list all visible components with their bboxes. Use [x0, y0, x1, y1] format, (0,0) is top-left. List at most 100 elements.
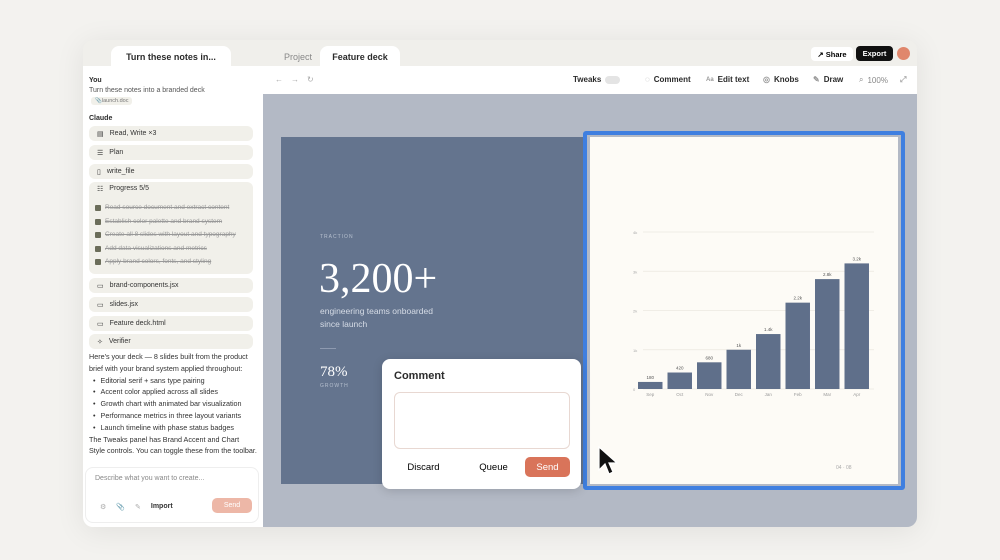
data-label: 680 — [705, 355, 713, 360]
checkbox-checked-icon — [95, 204, 101, 211]
zoom-control[interactable]: ⌕ 100% — [859, 75, 888, 85]
x-tick-label: Apr — [853, 392, 861, 397]
draw-tool[interactable]: ✎ Draw — [813, 75, 843, 84]
file-icon: ▭ — [97, 320, 104, 328]
slide-chart[interactable]: 0 1k 2k 3k 4k 180 Sep 420 Oct 680 Nov 1k Dec 1.4k Jan 2… — [590, 137, 898, 484]
comment-icon: ◌ — [645, 75, 650, 84]
avatar[interactable] — [897, 47, 910, 60]
data-label: 2.2k — [793, 296, 802, 301]
x-tick-label: Oct — [676, 392, 684, 397]
bar — [697, 362, 722, 389]
discard-button[interactable]: Discard — [396, 457, 451, 477]
step-progress[interactable]: ☷ Progress 5/5 — [89, 182, 253, 274]
comment-title: Comment — [394, 370, 445, 382]
tab-feature-deck[interactable]: Feature deck — [320, 46, 400, 68]
knobs-label: Knobs — [773, 75, 799, 84]
slide-eyebrow: TRACTION — [320, 234, 354, 240]
reload-icon[interactable]: ↻ — [307, 75, 314, 84]
y-tick-label: 2k — [633, 309, 637, 314]
file-slides[interactable]: ▭ slides.jsx — [89, 297, 253, 312]
reply-intro: Here's your deck — 8 slides built from t… — [89, 352, 248, 373]
file-brand-components[interactable]: ▭ brand-components.jsx — [89, 278, 253, 293]
paperclip-icon: 📎 — [95, 98, 102, 104]
user-message: Turn these notes into a branded deck — [89, 87, 205, 94]
file-label: Feature deck.html — [109, 320, 166, 327]
bar — [815, 279, 840, 389]
edit-text-label: Edit text — [717, 75, 750, 84]
task-label: Create all 8 slides with layout and typo… — [105, 231, 236, 238]
back-icon[interactable]: ← — [275, 75, 283, 84]
file-icon: ▯ — [97, 168, 101, 176]
step-label: Progress 5/5 — [109, 185, 149, 192]
pen-icon[interactable]: ✎ — [135, 504, 141, 511]
checkbox-checked-icon — [95, 258, 101, 265]
tab-project[interactable]: Project — [283, 52, 312, 62]
chat-panel: You Turn these notes into a branded deck… — [83, 66, 263, 527]
checkbox-checked-icon — [95, 218, 101, 225]
prompt-input[interactable]: Describe what you want to create... — [95, 475, 205, 482]
settings-icon[interactable]: ⚙ — [100, 504, 107, 511]
reply-bullet: Editorial serif + sans type pairing — [89, 375, 257, 387]
step-label: write_file — [106, 168, 135, 175]
file-feature-deck[interactable]: ▭ Feature deck.html — [89, 316, 253, 331]
import-button[interactable]: Import — [150, 503, 173, 510]
step-write-file[interactable]: ▯ write_file — [89, 164, 253, 179]
data-label: 1k — [736, 343, 742, 348]
file-label: Verifier — [108, 338, 131, 345]
step-label: Plan — [109, 149, 124, 156]
stat-label: GROWTH — [320, 383, 349, 389]
knobs-tool[interactable]: ◎ Knobs — [763, 75, 799, 84]
fullscreen-icon[interactable]: ⤢ — [900, 75, 907, 84]
comment-popup: Comment Discard Queue Send — [382, 359, 581, 489]
task-label: Read source document and extract content — [105, 204, 230, 211]
list-icon: ☷ — [97, 186, 104, 193]
share-icon: ↗ — [817, 49, 826, 59]
reply-bullet: Growth chart with animated bar visualiza… — [89, 398, 257, 410]
queue-button[interactable]: Queue — [466, 457, 521, 477]
data-label: 180 — [646, 375, 654, 380]
bar — [785, 302, 810, 389]
step-read-write[interactable]: ▤ Read, Write ×3 — [89, 126, 253, 141]
chat-composer: Describe what you want to create... ⚙ 📎 ✎ … — [85, 467, 259, 523]
mouse-cursor-icon — [598, 446, 618, 475]
attachment-chip[interactable]: 📎launch.doc — [91, 97, 133, 105]
export-button[interactable]: Export — [856, 46, 893, 61]
forward-icon[interactable]: → — [291, 75, 299, 84]
bar-chart: 0 1k 2k 3k 4k 180 Sep 420 Oct 680 Nov 1k Dec 1.4k Jan 2… — [633, 230, 874, 397]
attach-icon[interactable]: 📎 — [116, 504, 125, 511]
comment-tool[interactable]: ◌ Comment — [645, 75, 691, 84]
slide-caption: engineering teams onboarded since launch — [320, 306, 433, 329]
edit-text-tool[interactable]: Aa Edit text — [706, 75, 749, 84]
task-item: Add data visualizations and metrics — [95, 245, 207, 252]
data-label: 420 — [676, 366, 684, 371]
tab-chat[interactable]: Turn these notes in... — [111, 46, 231, 68]
share-label: Share — [825, 49, 847, 59]
step-verifier[interactable]: ✧ Verifier — [89, 334, 253, 349]
share-button[interactable]: ↗ Share — [811, 47, 853, 61]
checkbox-checked-icon — [95, 231, 101, 238]
you-label: You — [89, 77, 102, 84]
send-button[interactable]: Send — [212, 498, 252, 513]
comment-textarea[interactable] — [394, 392, 570, 449]
x-tick-label: Feb — [794, 392, 802, 397]
send-comment-button[interactable]: Send — [525, 457, 570, 477]
reply-outro: The Tweaks panel has Brand Accent and Ch… — [89, 434, 257, 456]
step-label: Read, Write ×3 — [109, 130, 157, 137]
x-tick-label: Nov — [705, 392, 714, 397]
bar — [667, 372, 692, 389]
task-item: Read source document and extract content — [95, 204, 229, 211]
data-label: 3.2k — [852, 256, 861, 261]
file-label: brand-components.jsx — [109, 282, 179, 289]
file-icon: ▭ — [97, 301, 104, 309]
task-item: Establish color palette and brand system — [95, 218, 222, 225]
tweaks-toggle[interactable] — [605, 75, 621, 84]
step-plan[interactable]: ☰ Plan — [89, 145, 253, 160]
bar — [726, 349, 751, 389]
task-item: Apply brand colors, fonts, and styling — [95, 258, 211, 265]
file-icon: ▭ — [97, 282, 104, 290]
tool-icon: ▤ — [97, 130, 104, 138]
stat-value: 78% — [320, 364, 348, 380]
app-window: Turn these notes in... Project Feature d… — [83, 40, 917, 527]
bar — [756, 334, 781, 389]
selection-outline — [583, 131, 905, 490]
